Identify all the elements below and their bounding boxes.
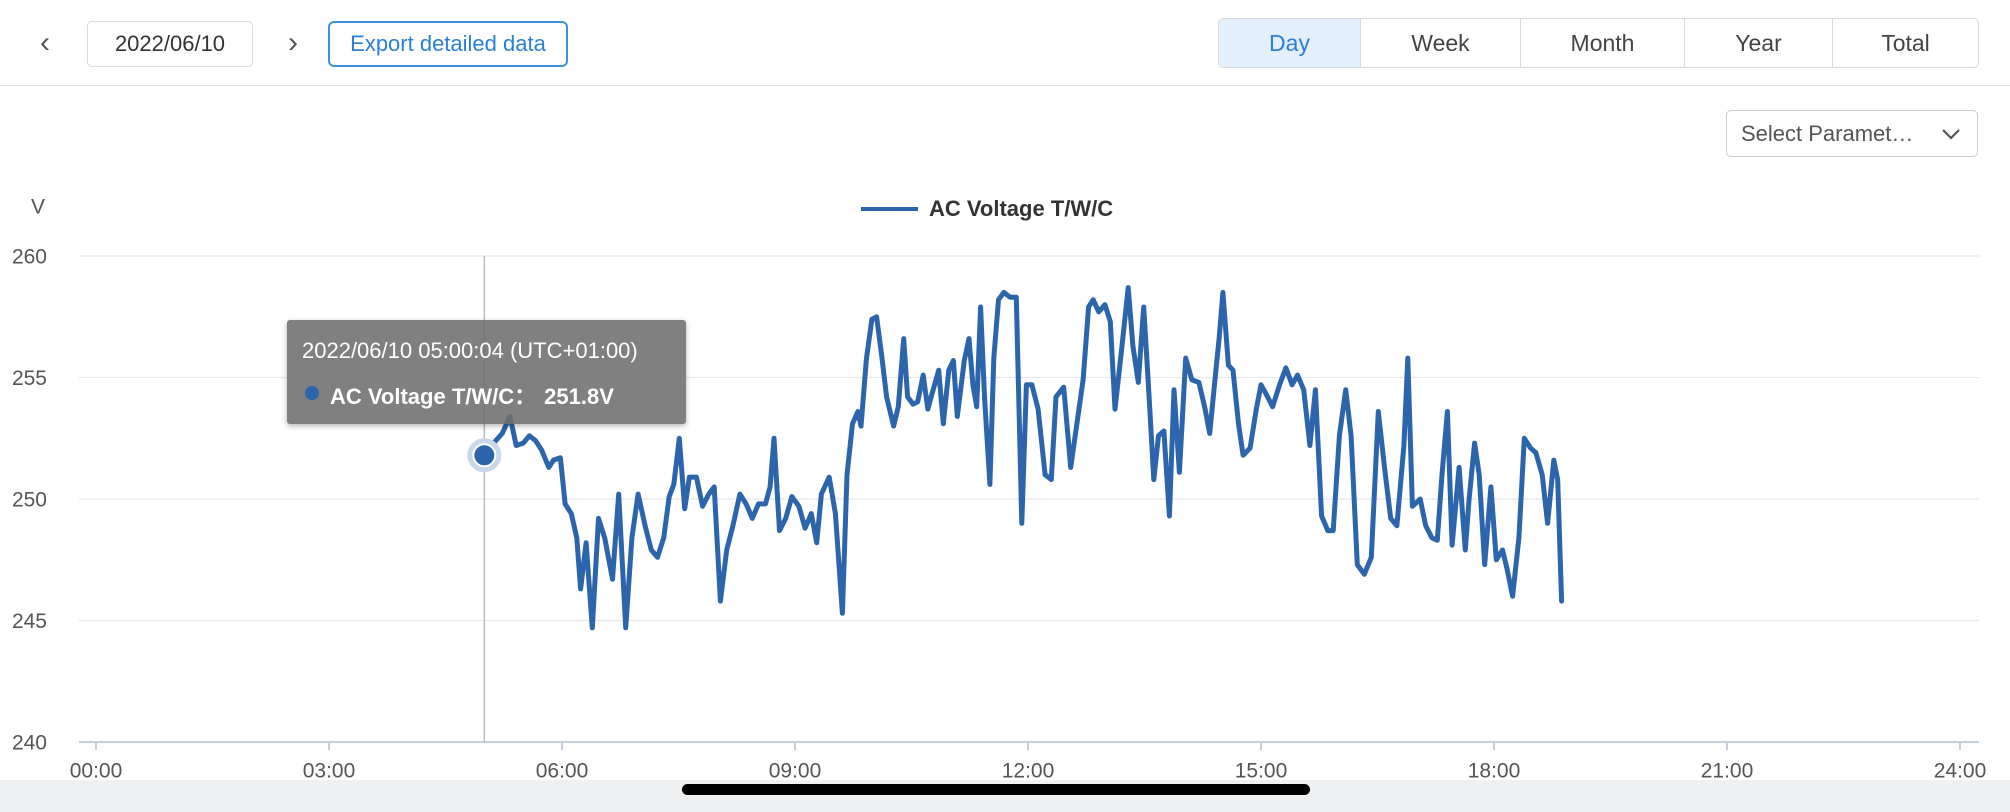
y-tick-label: 260 xyxy=(12,246,47,269)
chevron xyxy=(1942,129,1960,140)
x-tick-label: 18:00 xyxy=(1468,760,1521,783)
x-tick-label: 21:00 xyxy=(1701,760,1754,783)
tooltip-dot xyxy=(305,386,319,400)
x-tick-label: 15:00 xyxy=(1235,760,1288,783)
y-tick-label: 245 xyxy=(12,610,47,633)
tooltip-time: 2022/06/10 05:00:04 (UTC+01:00) xyxy=(302,338,638,363)
export-button[interactable]: Export detailed data xyxy=(328,21,568,67)
toolbar: ‹ 2022/06/10 › Export detailed data Day W… xyxy=(0,0,2010,86)
x-tick-label: 24:00 xyxy=(1934,760,1987,783)
period-tab[interactable]: Year xyxy=(1684,19,1832,67)
prev-button[interactable]: ‹ xyxy=(40,26,50,59)
y-tick-label: 255 xyxy=(12,367,47,390)
period-tab[interactable]: Day xyxy=(1219,19,1360,67)
x-tick-label: 12:00 xyxy=(1002,760,1055,783)
tooltip-value: 251.8V xyxy=(544,384,614,409)
y-tick-label: 240 xyxy=(12,732,47,755)
chart-panel xyxy=(0,86,2010,780)
tooltip-label: AC Voltage T/W/C： xyxy=(330,384,537,409)
legend-label: AC Voltage T/W/C xyxy=(929,196,1113,221)
period-tab[interactable]: Week xyxy=(1360,19,1520,67)
next-button[interactable]: › xyxy=(288,26,298,59)
x-tick-label: 00:00 xyxy=(70,760,123,783)
tooltip-row: AC Voltage T/W/C： 251.8V xyxy=(330,379,614,411)
x-tick-label: 03:00 xyxy=(303,760,356,783)
data-line xyxy=(481,285,1565,631)
parameter-select[interactable]: Select Paramet… xyxy=(1726,110,1978,157)
hover-point xyxy=(472,443,497,468)
home-indicator xyxy=(682,784,1310,795)
x-tick-label: 06:00 xyxy=(536,760,589,783)
date-picker[interactable]: 2022/06/10 xyxy=(87,21,253,67)
period-tabs: Day Week Month Year Total xyxy=(1218,18,1979,68)
tooltip: 2022/06/10 05:00:04 (UTC+01:00) AC Volta… xyxy=(287,320,686,424)
select-text: Select Paramet… xyxy=(1741,120,1914,146)
y-axis-label: V xyxy=(31,196,45,219)
y-tick-label: 250 xyxy=(12,489,47,512)
period-tab[interactable]: Total xyxy=(1832,19,1978,67)
period-tab[interactable]: Month xyxy=(1520,19,1684,67)
x-tick-label: 09:00 xyxy=(769,760,822,783)
